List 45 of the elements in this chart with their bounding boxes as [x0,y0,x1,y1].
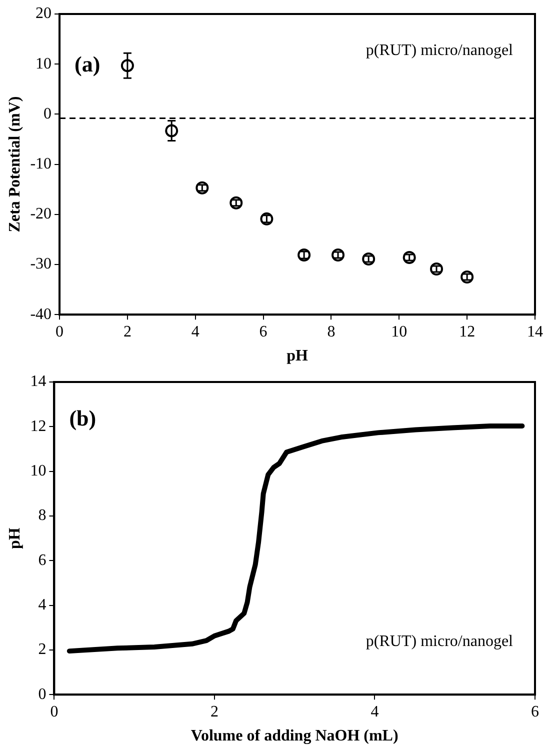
x-tick-label: 14 [527,323,543,340]
point [120,59,134,72]
point [196,181,209,194]
x-tick-label: 12 [459,323,476,340]
x-tick-label: 2 [123,323,132,340]
x-tick-label: 6 [259,323,268,340]
y-tick-label: -30 [30,256,52,273]
x-tick-label: 6 [531,703,539,720]
y-tick-label: 8 [38,507,46,524]
annotation: (a) [74,52,100,77]
point [430,262,444,276]
point [298,248,311,262]
y-tick-label: 20 [36,5,52,22]
y-tick-label: 14 [30,373,46,390]
x-tick-label: 10 [391,323,408,340]
point [260,212,274,226]
x-axis-title: pH [286,348,308,365]
point [460,270,474,284]
x-tick-label: 0 [56,323,64,340]
point [402,250,416,264]
y-tick-label: 10 [30,462,46,480]
y-tick-label: 12 [30,418,46,435]
point [230,196,243,210]
annotation: p(RUT) micro/nanogel [366,42,514,60]
y-axis-title: Zeta Potential (mV) [6,96,24,232]
y-tick-label: 0 [38,686,46,703]
y-tick-label: -20 [30,206,52,223]
y-tick-label: 2 [38,641,46,658]
y-tick-label: 4 [38,596,46,614]
annotation: p(RUT) micro/nanogel [366,632,514,650]
y-tick-label: -40 [30,306,52,323]
x-tick-label: 4 [191,323,200,340]
annotation: (b) [69,406,96,431]
point [332,248,345,262]
x-tick-label: 8 [327,323,336,340]
point [165,124,178,138]
y-axis-title: pH [6,527,24,549]
point [362,252,376,266]
x-axis-title: Volume of adding NaOH (mL) [190,728,398,745]
y-tick-label: 10 [36,55,52,72]
y-tick-label: 6 [38,552,46,569]
x-tick-label: 4 [370,703,379,720]
x-tick-label: 2 [210,703,218,720]
y-tick-label: -10 [30,156,52,173]
y-tick-label: 0 [44,105,52,122]
